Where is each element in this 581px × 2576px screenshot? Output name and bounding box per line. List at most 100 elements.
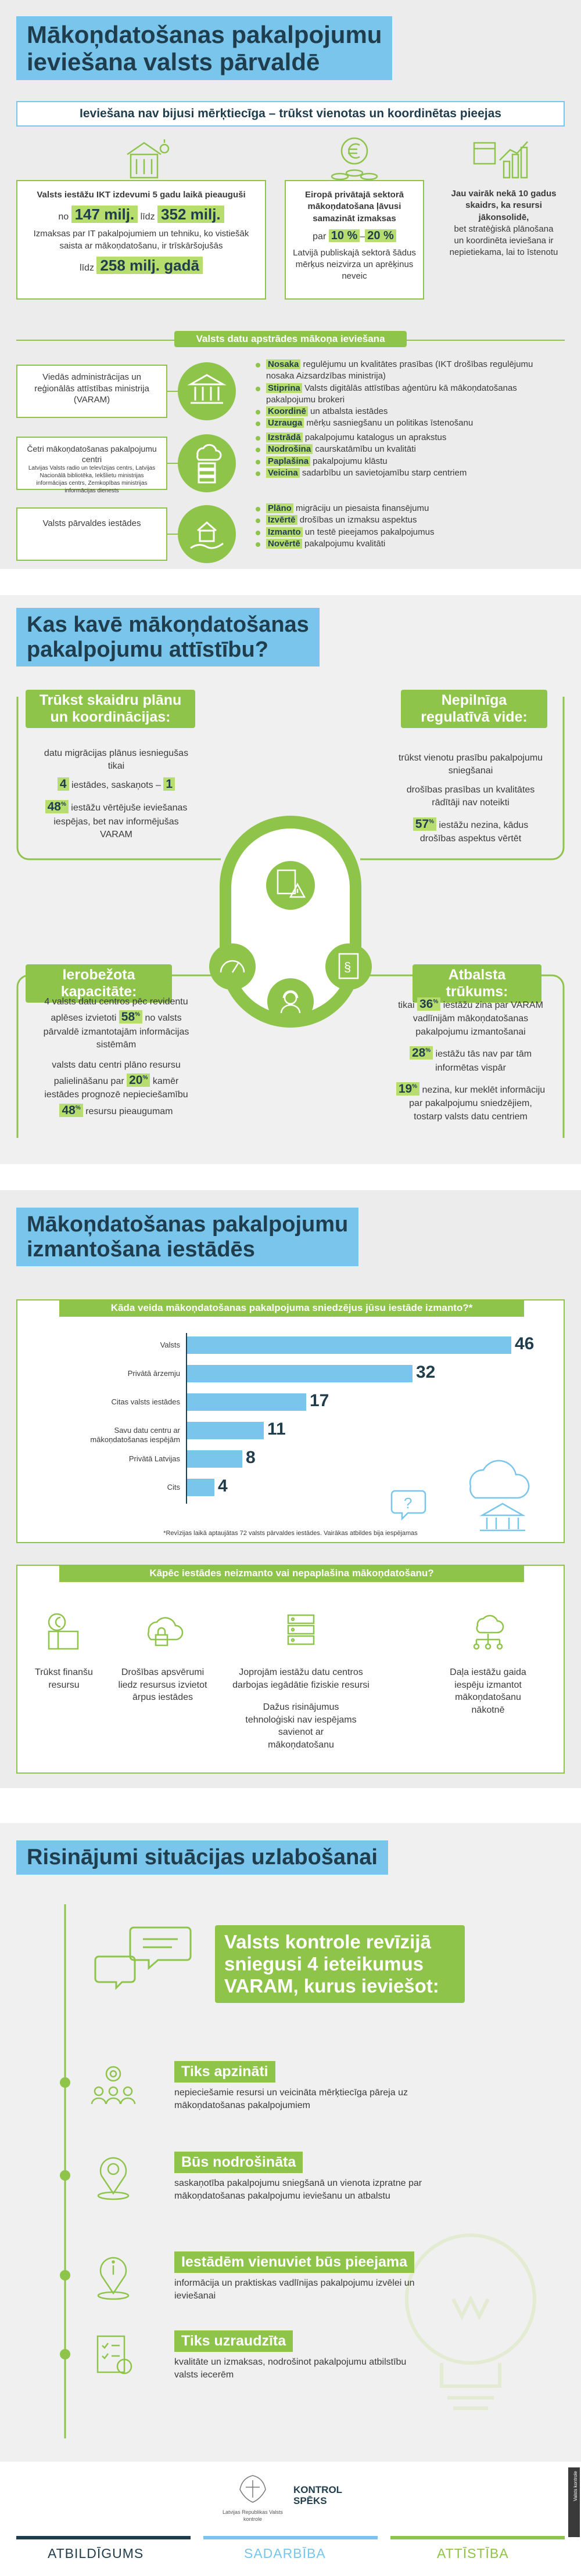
location-pin-icon bbox=[97, 2157, 130, 2200]
law-document-icon: § bbox=[338, 953, 359, 979]
role-icon-circle bbox=[178, 434, 236, 492]
obstacle-regulation-text: trūkst vienotu prasību pakalpojumu snieg… bbox=[398, 753, 543, 844]
value-352: 352 milj. bbox=[157, 206, 224, 224]
bar bbox=[186, 1336, 511, 1354]
bar-label: Citas valsts iestādes bbox=[111, 1397, 181, 1406]
footer-value-development: ATTĪSTĪBA bbox=[437, 2546, 509, 2561]
reason-physical-resources: Joprojām iestāžu datu centros darbojas i… bbox=[232, 1667, 370, 1690]
obstacles-title: Kas kavē mākoņdatošanas pakalpojumu attī… bbox=[16, 608, 320, 667]
role-data-centres: Četri mākoņdatošanas pakalpojumu centri … bbox=[16, 437, 167, 494]
reason-finance: Trūkst finanšu resursu bbox=[35, 1667, 93, 1690]
calendar-chart-icon bbox=[473, 141, 528, 179]
role-icon-circle bbox=[178, 362, 236, 420]
obstacle-regulation-header: Nepilnīga regulatīvā vide: bbox=[401, 690, 547, 728]
bar-value: 32 bbox=[416, 1363, 436, 1382]
chart-axis-line bbox=[186, 1333, 187, 1504]
info-pin-icon bbox=[97, 2257, 130, 2300]
summary-banner: Ieviešana nav bijusi mērķtiecīga – trūks… bbox=[16, 101, 565, 127]
checklist-icon bbox=[96, 2335, 132, 2375]
server-rack-icon bbox=[287, 1614, 315, 1645]
bar-value: 11 bbox=[267, 1419, 286, 1439]
team-target-icon bbox=[91, 2066, 136, 2105]
solution-1-title: Tiks apzināti bbox=[174, 2061, 275, 2083]
wallet-euro-icon bbox=[48, 1613, 79, 1650]
section-usage: Mākoņdatošanas pakalpojumu izmantošana i… bbox=[0, 1190, 581, 1788]
reason-technology: Dažus risinājumus tehnoloģiski nav iespē… bbox=[245, 1702, 357, 1750]
role-varam-tasks: Nosaka regulējumu un kvalitātes prasības… bbox=[256, 359, 558, 430]
obstacles-frame bbox=[16, 697, 565, 1138]
ministry-building-icon bbox=[187, 374, 227, 404]
fact-cost-savings: Eiropā privātajā sektorā mākoņdatošana ļ… bbox=[285, 180, 424, 300]
server-cloud-icon bbox=[196, 444, 222, 484]
lock-cloud-icon bbox=[147, 1617, 184, 1647]
bar-value: 17 bbox=[310, 1391, 329, 1410]
solution-1-text: nepieciešamie resursi un veicināta mērķt… bbox=[174, 2088, 408, 2110]
timeline-dot bbox=[60, 2170, 70, 2181]
footer-value-responsibility: ATBILDĪGUMS bbox=[48, 2546, 144, 2561]
bar bbox=[186, 1393, 306, 1411]
bar-label: Privātā ārzemju bbox=[127, 1369, 180, 1378]
obstacle-plans-header: Trūkst skaidru plānu un koordinācijas: bbox=[26, 690, 195, 728]
document-warning-icon bbox=[277, 869, 306, 898]
obstacle-support-text: tikai 36% iestāžu zina par VARAM vadlīni… bbox=[395, 996, 546, 1123]
state-audit-emblem bbox=[239, 2475, 266, 2503]
obstacle-plans-text: datu migrācijas plānus iesniegušas tikai… bbox=[44, 748, 189, 840]
usage-chart-question: Kāda veida mākoņdatošanas pakalpojuma sn… bbox=[59, 1299, 524, 1317]
solution-4-title: Tiks uzraudzīta bbox=[174, 2330, 293, 2352]
role-data-centres-tasks: Izstrādā pakalpojumu katalogus un apraks… bbox=[256, 432, 558, 479]
timeline-dot bbox=[60, 2077, 70, 2088]
page-title: Mākoņdatošanas pakalpojumu ieviešana val… bbox=[16, 16, 393, 81]
cloud-network-icon bbox=[473, 1615, 504, 1650]
obstacle-support-header: Atbalsta trūkums: bbox=[413, 964, 541, 1003]
hand-house-icon bbox=[190, 521, 224, 549]
timeline-dot bbox=[60, 2270, 70, 2280]
bar-value: 8 bbox=[246, 1448, 256, 1467]
fact-consolidation: Jau vairāk nekā 10 gadus skaidrs, ka res… bbox=[449, 189, 558, 258]
reason-future: Daļa iestāžu gaida iespēju izmantot māko… bbox=[450, 1667, 526, 1715]
bar-label: Privātā Latvijas bbox=[128, 1454, 180, 1463]
section-obstacles: Kas kavē mākoņdatošanas pakalpojumu attī… bbox=[0, 595, 581, 1164]
footer-value-cooperation: SADARBĪBA bbox=[244, 2546, 326, 2561]
bar bbox=[186, 1365, 413, 1382]
solution-4-text: kvalitāte un izmaksas, nodrošinot pakalp… bbox=[174, 2357, 407, 2380]
svg-text:?: ? bbox=[404, 1494, 412, 1512]
kontrolspeks-logo: KONTROL SPĒKS bbox=[293, 2484, 343, 2506]
role-institutions: Valsts pārvaldes iestādes bbox=[16, 507, 167, 561]
bar bbox=[186, 1479, 214, 1496]
obstacle-capacity-text: 4 valsts datu centros pēc revidentu aplē… bbox=[43, 997, 189, 1117]
role-varam: Viedās administrācijas un reģionālās att… bbox=[16, 365, 167, 418]
chart-footnote: *Revīzijas laikā aptaujātas 72 valsts pā… bbox=[163, 1530, 418, 1537]
role-icon-circle bbox=[178, 505, 236, 563]
fact-ikt-spending: Valsts iestāžu IKT izdevumi 5 gadu laikā… bbox=[16, 180, 266, 300]
state-audit-name: Latvijas Republikas Valsts kontrole bbox=[223, 2509, 283, 2522]
usage-title: Mākoņdatošanas pakalpojumu izmantošana i… bbox=[16, 1208, 359, 1267]
gauge-icon bbox=[220, 960, 245, 973]
footer: Latvijas Republikas Valsts kontrole KONT… bbox=[0, 2462, 581, 2576]
recommendations-callout: Valsts kontrole revīzijā sniegusi 4 iete… bbox=[215, 1925, 465, 2003]
bar-label: Savu datu centru ar mākoņdatošanas iespē… bbox=[90, 1426, 180, 1444]
obstacle-capacity-header: Ierobežota kapacitāte: bbox=[26, 964, 172, 1003]
roles-header: Valsts datu apstrādes mākoņa ieviešana bbox=[174, 331, 407, 347]
building-coins-icon bbox=[127, 139, 170, 179]
bar-label: Cits bbox=[167, 1483, 180, 1491]
value-258: 258 milj. gadā bbox=[96, 256, 203, 274]
section-solutions: Risinājumi situācijas uzlabošanai Valsts… bbox=[0, 1823, 581, 2462]
timeline-dot bbox=[60, 2349, 70, 2359]
reason-security: Drošības apsvērumi liedz resursus izviet… bbox=[118, 1667, 207, 1703]
solution-2-title: Būs nodrošināta bbox=[174, 2152, 303, 2173]
euro-coins-icon bbox=[331, 137, 378, 181]
bar-label: Valsts bbox=[160, 1341, 180, 1349]
solution-3-title: Iestādēm vienuviet būs pieejama bbox=[174, 2251, 415, 2273]
section-implementation: Mākoņdatošanas pakalpojumu ieviešana val… bbox=[0, 0, 581, 569]
bar-value: 4 bbox=[218, 1476, 228, 1496]
solution-2-text: saskaņotība pakalpojumu sniegšanā un vie… bbox=[174, 2178, 422, 2201]
role-institutions-tasks: Plāno migrāciju un piesaista finansējumu… bbox=[256, 503, 558, 550]
side-label: Valsts kontrole bbox=[573, 2471, 578, 2501]
bar-value: 46 bbox=[515, 1334, 535, 1353]
solutions-title: Risinājumi situācijas uzlabošanai bbox=[16, 1840, 388, 1875]
support-agent-icon bbox=[280, 990, 301, 1014]
bar bbox=[186, 1450, 242, 1468]
value-147: 147 milj. bbox=[71, 206, 138, 224]
reasons-question: Kāpēc iestādes neizmanto vai nepaplašina… bbox=[59, 1565, 524, 1582]
solution-3-text: informācija un praktiskas vadlīnijas pak… bbox=[174, 2278, 415, 2301]
